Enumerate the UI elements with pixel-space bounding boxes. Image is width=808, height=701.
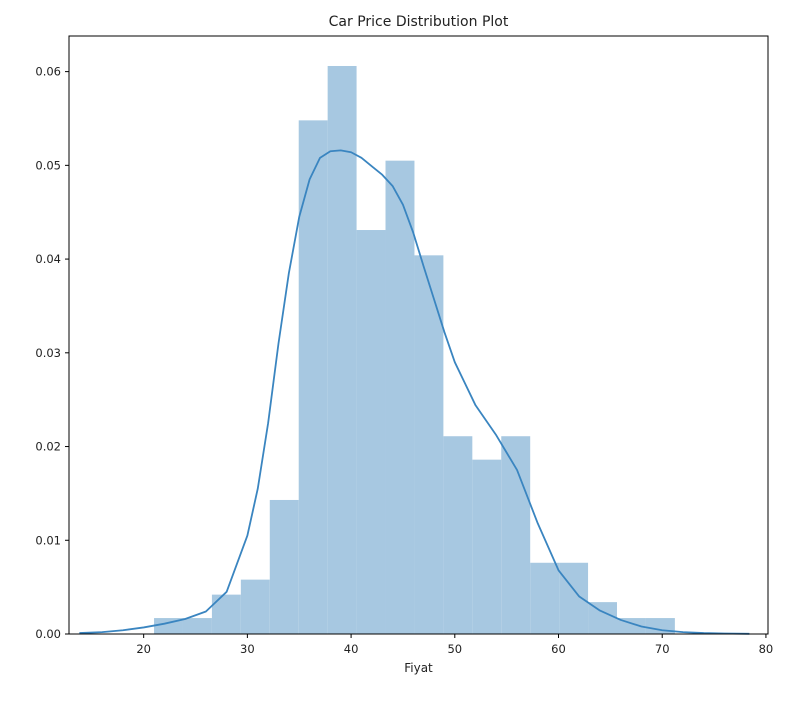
- histogram-bar: [501, 436, 531, 634]
- x-tick-label: 50: [447, 642, 462, 656]
- histogram-bar: [530, 562, 560, 634]
- histogram-bar: [298, 120, 328, 635]
- histogram-bar: [240, 579, 270, 634]
- kde-curve-group: [79, 149, 750, 635]
- histogram-bar: [616, 618, 646, 634]
- x-tick-label: 20: [136, 642, 151, 656]
- x-axis: 20 30 40 50 60 70 80: [136, 634, 773, 656]
- x-tick-label: 70: [655, 642, 670, 656]
- histogram-bar: [443, 436, 473, 634]
- histogram-bar: [385, 160, 415, 634]
- y-tick-label: 0.04: [35, 252, 61, 266]
- y-tick-label: 0.05: [35, 158, 61, 172]
- histogram-bar: [559, 562, 589, 634]
- x-tick-label: 60: [551, 642, 566, 656]
- histogram-bar: [472, 459, 502, 634]
- x-tick-label: 40: [344, 642, 359, 656]
- histogram-bars: [154, 65, 675, 635]
- x-axis-label: Fiyat: [404, 661, 433, 675]
- histogram-bar: [356, 230, 386, 634]
- x-tick-label: 30: [240, 642, 255, 656]
- plot-frame: [68, 35, 769, 635]
- histogram-bar: [327, 65, 357, 635]
- chart-title: Car Price Distribution Plot: [329, 14, 509, 30]
- kde-line: [79, 149, 750, 635]
- histogram-bar: [269, 499, 299, 634]
- histogram-bar: [414, 255, 444, 634]
- y-tick-label: 0.00: [35, 627, 61, 641]
- x-tick-label: 80: [759, 642, 774, 656]
- y-axis: 0.00 0.01 0.02 0.03 0.04 0.05 0.06: [35, 65, 69, 641]
- y-tick-label: 0.06: [35, 65, 61, 79]
- histogram-bar: [182, 618, 212, 634]
- histogram-bar: [588, 602, 617, 634]
- y-tick-label: 0.01: [35, 533, 61, 547]
- y-tick-label: 0.03: [35, 346, 61, 360]
- y-tick-label: 0.02: [35, 440, 61, 454]
